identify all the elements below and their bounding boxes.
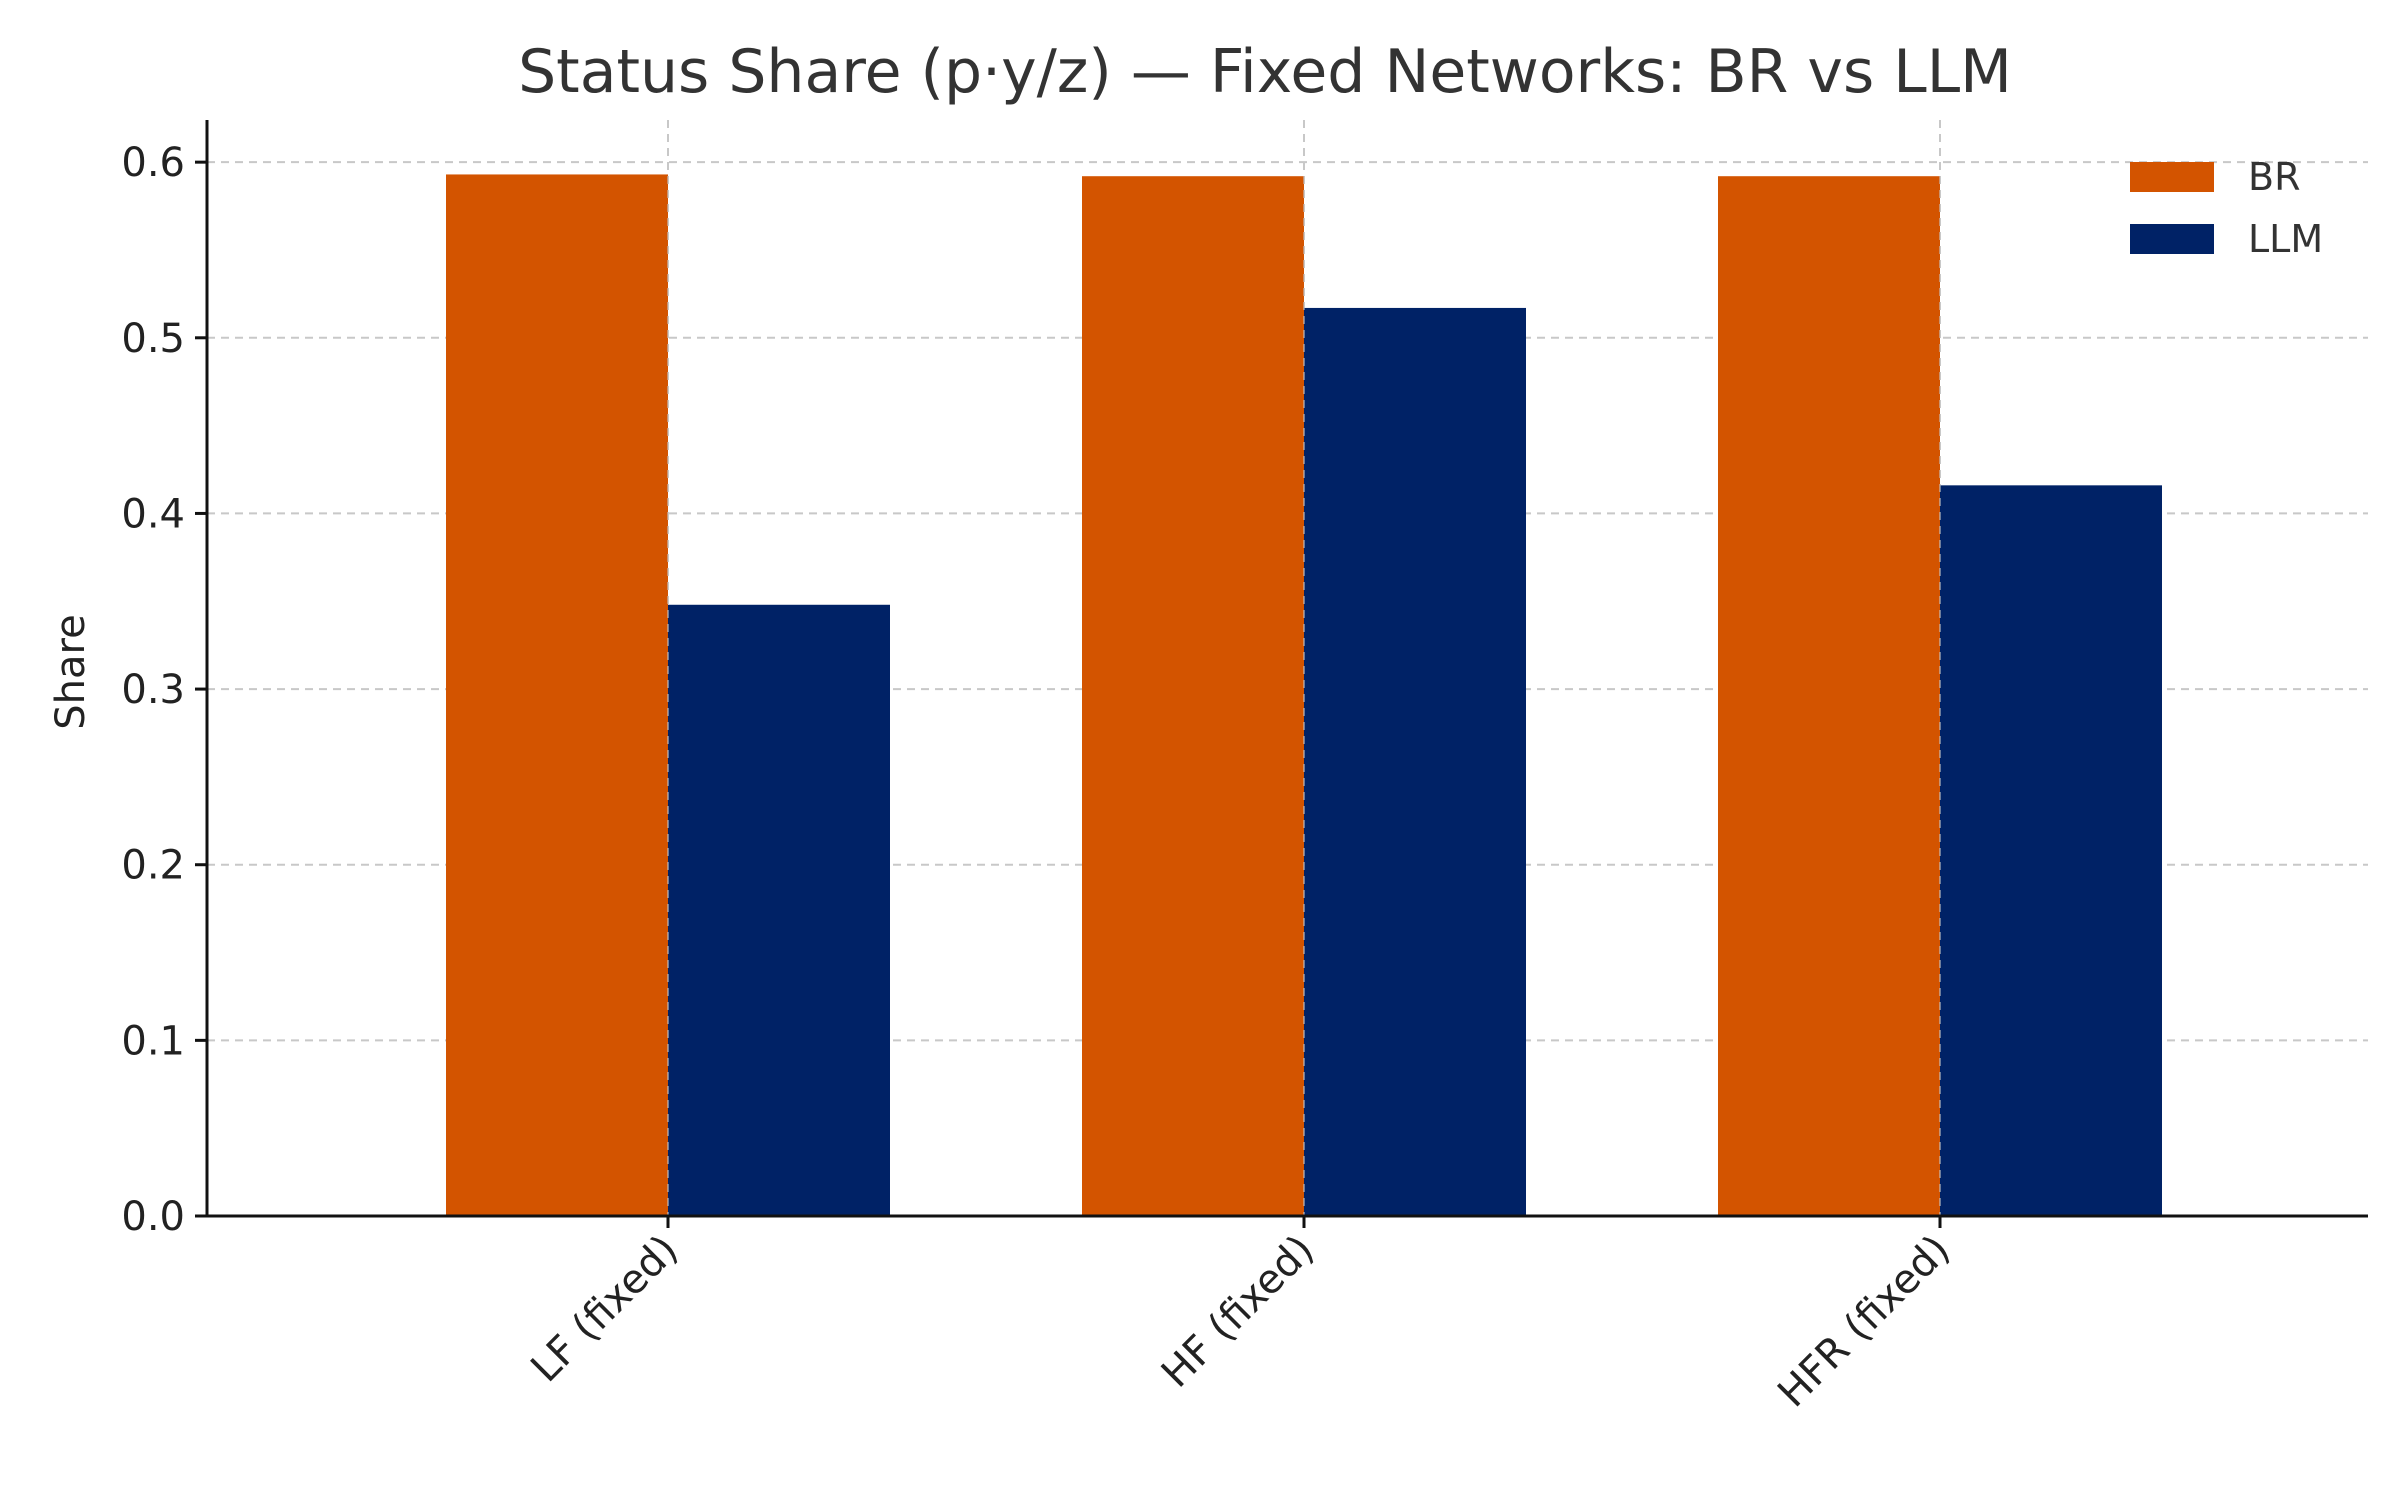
legend[interactable]: BR LLM [2130, 155, 2323, 261]
bar-br-3[interactable] [1718, 176, 1940, 1217]
y-tick-label: 0.5 [121, 316, 185, 362]
x-tick-label: HF (fixed) [1153, 1227, 1323, 1397]
y-tick-label: 0.3 [121, 667, 185, 713]
y-tick-label: 0.2 [121, 843, 185, 889]
bar-llm-3[interactable] [1940, 485, 2162, 1216]
y-axis-label: Share [48, 614, 94, 729]
legend-label-br: BR [2248, 155, 2300, 199]
chart-title: Status Share (p·y/z) — Fixed Networks: B… [518, 37, 2012, 107]
legend-label-llm: LLM [2248, 217, 2323, 261]
x-tick-label: HFR (fixed) [1769, 1227, 1959, 1417]
axes [205, 120, 2368, 1218]
legend-swatch-br [2130, 162, 2214, 192]
bar-br-2[interactable] [1082, 176, 1304, 1217]
bar-llm-1[interactable] [668, 604, 890, 1216]
x-axis-ticks: LF (fixed) HF (fixed) HFR (fixed) [522, 1216, 1959, 1416]
y-axis-ticks: 0.0 0.1 0.2 0.3 0.4 0.5 0.6 [121, 140, 207, 1240]
x-tick-label: LF (fixed) [522, 1227, 687, 1392]
bars [446, 120, 2162, 1217]
bar-br-1[interactable] [446, 174, 668, 1216]
bar-llm-2[interactable] [1304, 307, 1526, 1216]
y-tick-label: 0.6 [121, 140, 185, 186]
y-tick-label: 0.1 [121, 1018, 185, 1064]
y-tick-label: 0.4 [121, 491, 185, 537]
legend-swatch-llm [2130, 224, 2214, 254]
y-tick-label: 0.0 [121, 1194, 185, 1240]
